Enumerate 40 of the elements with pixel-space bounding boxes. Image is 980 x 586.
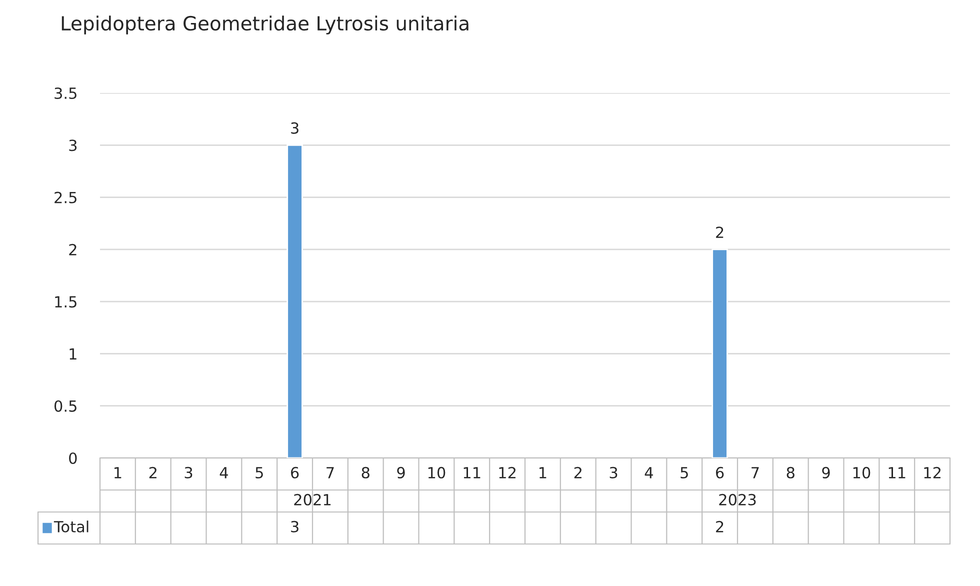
category-label: 3 bbox=[291, 122, 298, 134]
x-tick-label: 1 bbox=[540, 467, 546, 478]
x-tick-label: 9 bbox=[822, 466, 830, 478]
x-tick-label: 6 bbox=[291, 466, 299, 478]
chart-title: Lepidoptera Geometridae Lytrosis unitaria bbox=[62, 16, 468, 34]
y-tick-label: 1.5 bbox=[55, 296, 76, 308]
y-tick-label: 0 bbox=[69, 452, 77, 464]
text: 2023 bbox=[719, 494, 756, 506]
y-tick-label: 3.5 bbox=[54, 87, 76, 100]
y-tick-label: 2.5 bbox=[54, 192, 76, 204]
x-tick-label: 11 bbox=[464, 467, 480, 478]
x-tick-label: 7 bbox=[326, 467, 334, 478]
x-tick-label: 11 bbox=[888, 467, 906, 478]
x-tick-label: 9 bbox=[397, 466, 405, 478]
x-tick-label: 2 bbox=[149, 466, 156, 478]
x-tick-label: 10 bbox=[428, 466, 446, 478]
x-tick-label: 2 bbox=[574, 466, 582, 478]
x-tick-label: 5 bbox=[256, 467, 263, 478]
x-tick-label: 7 bbox=[752, 467, 759, 478]
x-tick-label: 8 bbox=[362, 466, 370, 478]
data-label: 2 bbox=[716, 520, 724, 532]
x-tick-label: 12 bbox=[924, 466, 940, 478]
x-tick-label: 4 bbox=[644, 467, 653, 478]
x-tick-label: 3 bbox=[184, 466, 192, 478]
x-tick-label: 8 bbox=[786, 466, 794, 478]
y-tick-label: 2 bbox=[69, 244, 76, 256]
x-tick-label: 6 bbox=[716, 466, 724, 478]
x-tick-label: 4 bbox=[220, 467, 228, 478]
category-label: 2 bbox=[716, 226, 724, 238]
data-label: 3 bbox=[291, 520, 298, 532]
y-tick-label: 3 bbox=[69, 140, 77, 152]
x-tick-label: 1 bbox=[114, 467, 122, 478]
x-tick-label: 12 bbox=[499, 466, 516, 478]
y-tick-label: 1 bbox=[70, 348, 76, 360]
text: 2021 bbox=[294, 494, 331, 506]
x-tick-label: 3 bbox=[610, 466, 618, 478]
x-tick-label: 10 bbox=[853, 466, 870, 478]
x-tick-label: 5 bbox=[680, 467, 688, 478]
y-tick-label: 0.5 bbox=[54, 400, 76, 412]
legend-label: Total bbox=[54, 520, 88, 532]
